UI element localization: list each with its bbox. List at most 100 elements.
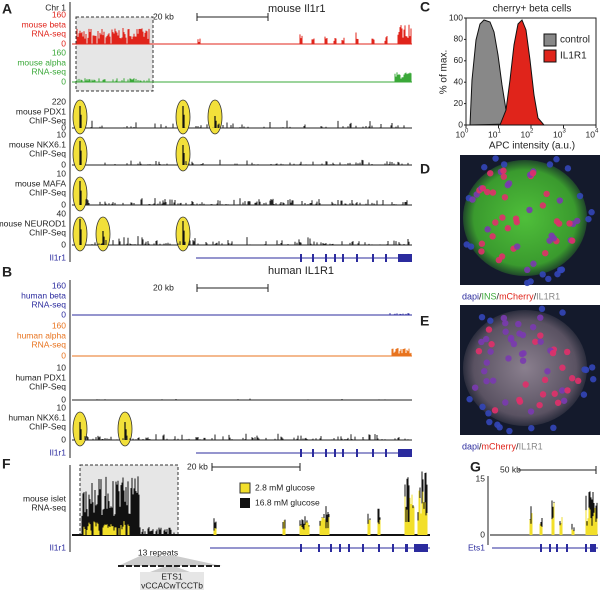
track-label: RNA-seq (32, 299, 67, 309)
track-min: 0 (61, 38, 66, 48)
nucleus (519, 357, 527, 364)
nucleus (502, 399, 509, 406)
signal (84, 433, 409, 440)
signal (79, 106, 82, 128)
exon (385, 449, 387, 457)
chromosome: Chr 1 (45, 2, 66, 12)
gene-title: human IL1R1 (268, 265, 334, 277)
exon (356, 449, 358, 457)
gene-label: Il1r1 (49, 252, 66, 262)
signal (404, 494, 415, 535)
track-label: human PDX1 (15, 372, 66, 382)
nucleus (541, 376, 549, 384)
nucleus (555, 220, 563, 227)
nucleus (489, 377, 497, 384)
track-max: 160 (52, 320, 66, 330)
exon (312, 449, 314, 457)
track-max: 160 (52, 9, 66, 19)
exon (325, 254, 327, 262)
signal (85, 198, 408, 205)
track-max: 15 (476, 473, 486, 483)
track-label: ChIP-Seq (29, 381, 66, 391)
nucleus (478, 248, 485, 255)
nucleus (556, 197, 564, 204)
exon (566, 544, 568, 552)
y-tick-label: 60 (454, 55, 464, 65)
track-label: ChIP-Seq (29, 148, 66, 158)
x-tick-exponent: 3 (563, 129, 567, 135)
exon (334, 254, 336, 262)
exon (334, 449, 336, 457)
signal (391, 348, 412, 356)
track-label: ChIP-Seq (29, 421, 66, 431)
nucleus (483, 359, 490, 366)
track-min: 0 (61, 199, 66, 209)
gene-title: mouse Il1r1 (268, 3, 325, 15)
nucleus (544, 368, 551, 375)
panel-label: C (420, 0, 430, 15)
exon (398, 449, 412, 457)
nucleus (501, 194, 509, 201)
islet (463, 310, 587, 426)
nucleus (515, 320, 522, 328)
nucleus (466, 396, 473, 403)
y-tick-label: 20 (454, 98, 464, 108)
nucleus (554, 270, 561, 278)
signal (79, 219, 82, 245)
exon (372, 254, 374, 262)
nucleus (563, 348, 571, 356)
nucleus (498, 253, 506, 260)
track-max: 40 (57, 208, 67, 218)
motif-zoom (150, 566, 190, 572)
y-tick-label: 0 (458, 119, 463, 129)
exon (392, 544, 394, 552)
exon (330, 544, 332, 552)
nucleus (505, 355, 512, 362)
nucleus (492, 219, 499, 226)
signal (76, 28, 150, 44)
nucleus (484, 226, 491, 233)
track-min: 0 (480, 529, 485, 539)
x-axis-label: APC intensity (a.u.) (489, 141, 575, 152)
nucleus (506, 427, 513, 435)
nucleus (499, 214, 506, 221)
track-label: mouse MAFA (15, 178, 66, 188)
exon (300, 449, 302, 457)
signal (85, 398, 398, 400)
x-tick-exponent: 4 (595, 129, 599, 135)
nucleus (543, 190, 550, 198)
panel-label: G (470, 459, 481, 475)
nucleus (481, 367, 488, 375)
nucleus (478, 338, 485, 346)
track-max: 10 (57, 168, 67, 178)
exon (590, 544, 596, 552)
nucleus (505, 180, 513, 187)
track-min: 0 (61, 309, 66, 319)
caption: / (479, 441, 482, 451)
track-label: RNA-seq (32, 502, 67, 512)
exon (300, 254, 302, 262)
track-min: 0 (61, 350, 66, 360)
nucleus (500, 161, 508, 168)
track-label: RNA-seq (32, 28, 67, 38)
nucleus (478, 240, 486, 247)
signal (86, 159, 409, 165)
nucleus (520, 350, 527, 357)
exon (339, 544, 341, 552)
nucleus (487, 170, 494, 177)
signal (79, 141, 82, 165)
nucleus (510, 340, 518, 348)
motif-box (140, 572, 204, 590)
nucleus (527, 408, 535, 415)
track-label: ChIP-Seq (29, 227, 66, 237)
signal (539, 523, 543, 535)
caption: / (534, 291, 537, 301)
nucleus (479, 185, 487, 192)
signal (214, 116, 217, 128)
exon (378, 544, 380, 552)
nucleus (582, 366, 590, 374)
signal (79, 422, 82, 440)
signal (90, 120, 405, 128)
track-min: 0 (61, 394, 66, 404)
nucleus (550, 424, 557, 432)
